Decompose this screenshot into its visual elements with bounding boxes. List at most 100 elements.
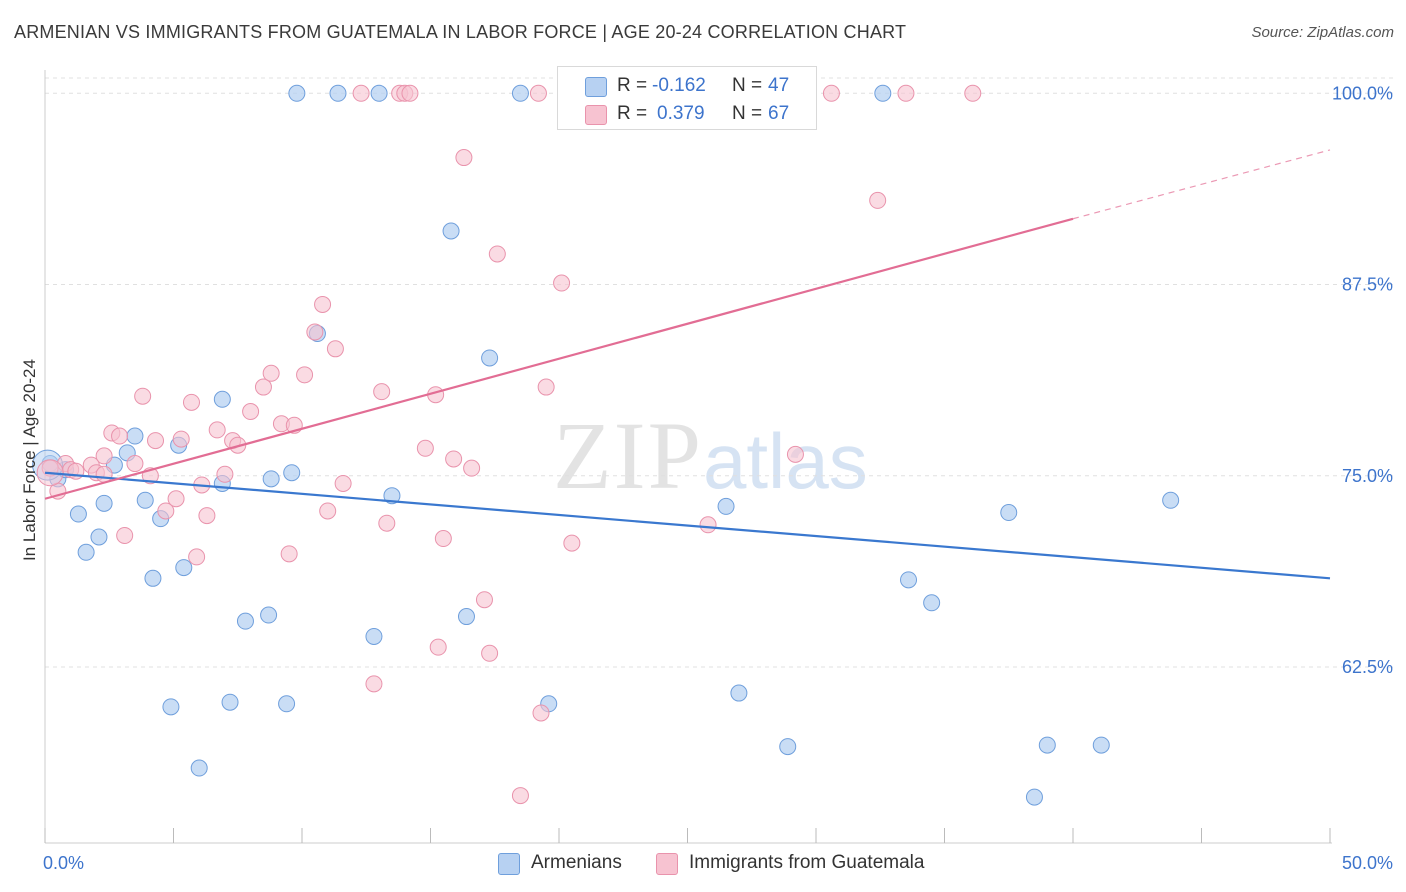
y-tick-label: 87.5%	[1342, 275, 1393, 295]
n-label: N =	[732, 75, 763, 96]
guatemala-point	[429, 638, 447, 656]
guatemala-point	[553, 274, 571, 292]
y-tick-label: 75.0%	[1342, 466, 1393, 486]
legend-row-guatemala: R = 0.379 N = 67	[558, 99, 816, 129]
armenian-point	[69, 505, 87, 523]
armenian-point	[365, 627, 383, 645]
zipatlas-watermark: ZIPatlas	[553, 400, 868, 511]
armenian-point	[1162, 491, 1180, 509]
guatemala-point	[172, 430, 190, 448]
r-value: 0.379	[657, 103, 705, 124]
n-value: 47	[768, 75, 790, 96]
armenian-point	[162, 698, 180, 716]
guatemala-point	[95, 465, 113, 483]
armenian-point	[1092, 736, 1110, 754]
armenians-swatch	[585, 77, 607, 97]
guatemala-point	[280, 545, 298, 563]
guatemala-point	[434, 530, 452, 548]
armenian-point	[1025, 788, 1043, 806]
guatemala-point	[445, 450, 463, 468]
guatemala-point	[116, 526, 134, 544]
guatemala-swatch	[656, 853, 678, 875]
armenian-point	[236, 612, 254, 630]
armenian-point	[126, 427, 144, 445]
guatemala-point	[352, 84, 370, 102]
guatemala-trend-extension	[1072, 149, 1331, 220]
armenian-point	[779, 738, 797, 756]
armenian-point	[262, 470, 280, 488]
guatemala-point	[306, 323, 324, 341]
tick-labels: 62.5% 75.0% 87.5% 100.0% 0.0% 50.0%	[43, 83, 1393, 873]
gridlines	[45, 77, 1393, 668]
guatemala-point	[147, 432, 165, 450]
guatemala-point	[475, 591, 493, 609]
armenian-point	[175, 559, 193, 577]
guatemala-point	[822, 84, 840, 102]
armenian-point	[717, 497, 735, 515]
armenians-points	[32, 84, 1180, 806]
guatemala-point	[208, 421, 226, 439]
guatemala-point	[198, 507, 216, 525]
y-axis-label: In Labor Force | Age 20-24	[20, 359, 39, 561]
guatemala-trend-line	[44, 217, 1074, 500]
armenian-point	[213, 390, 231, 408]
r-label: R =	[617, 75, 648, 96]
guatemala-point	[319, 502, 337, 520]
guatemala-point	[537, 378, 555, 396]
guatemala-point	[254, 378, 272, 396]
guatemala-point	[167, 490, 185, 508]
guatemala-point	[216, 465, 234, 483]
guatemala-point	[416, 439, 434, 457]
guatemala-point	[529, 84, 547, 102]
armenian-point	[283, 464, 301, 482]
armenian-point	[370, 84, 388, 102]
armenian-point	[278, 695, 296, 713]
guatemala-point	[532, 704, 550, 722]
armenian-point	[329, 84, 347, 102]
armenian-point	[457, 608, 475, 626]
guatemala-point	[365, 675, 383, 693]
guatemala-point	[157, 502, 175, 520]
armenians-trend-line	[44, 471, 1331, 580]
legend-row-armenians: R = -0.162 N = 47	[558, 71, 816, 101]
n-value: 67	[768, 103, 790, 124]
armenian-point	[77, 543, 95, 561]
guatemala-swatch	[585, 105, 607, 125]
armenian-point	[95, 494, 113, 512]
guatemala-point	[869, 191, 887, 209]
guatemala-point	[964, 84, 982, 102]
armenian-point	[730, 684, 748, 702]
guatemala-point	[455, 149, 473, 167]
correlation-legend: R = -0.162 N = 47 R = 0.379 N = 67	[557, 66, 817, 130]
guatemala-point	[134, 387, 152, 405]
guatemala-point	[699, 516, 717, 534]
armenian-point	[190, 759, 208, 777]
armenian-point	[923, 594, 941, 612]
legend-label: Immigrants from Guatemala	[689, 852, 925, 873]
armenian-point	[90, 528, 108, 546]
armenian-point	[260, 606, 278, 624]
guatemala-point	[314, 295, 332, 313]
armenian-point	[442, 222, 460, 240]
x-tick-label: 0.0%	[43, 853, 84, 873]
armenians-swatch	[498, 853, 520, 875]
guatemala-point	[95, 447, 113, 465]
guatemala-point	[488, 245, 506, 263]
armenian-point	[874, 84, 892, 102]
armenian-point	[136, 491, 154, 509]
guatemala-point	[786, 445, 804, 463]
guatemala-point	[296, 366, 314, 384]
axes	[44, 70, 1332, 844]
watermark-zip: ZIP	[553, 402, 703, 509]
n-label: N =	[732, 103, 763, 124]
guatemala-point	[897, 84, 915, 102]
armenian-point	[900, 571, 918, 589]
guatemala-point	[463, 459, 481, 477]
guatemala-point	[378, 514, 396, 532]
armenian-point	[144, 569, 162, 587]
trend-lines	[44, 149, 1331, 580]
guatemala-point	[373, 383, 391, 401]
y-tick-label: 62.5%	[1342, 657, 1393, 677]
guatemala-point	[188, 548, 206, 566]
guatemala-point	[126, 455, 144, 473]
